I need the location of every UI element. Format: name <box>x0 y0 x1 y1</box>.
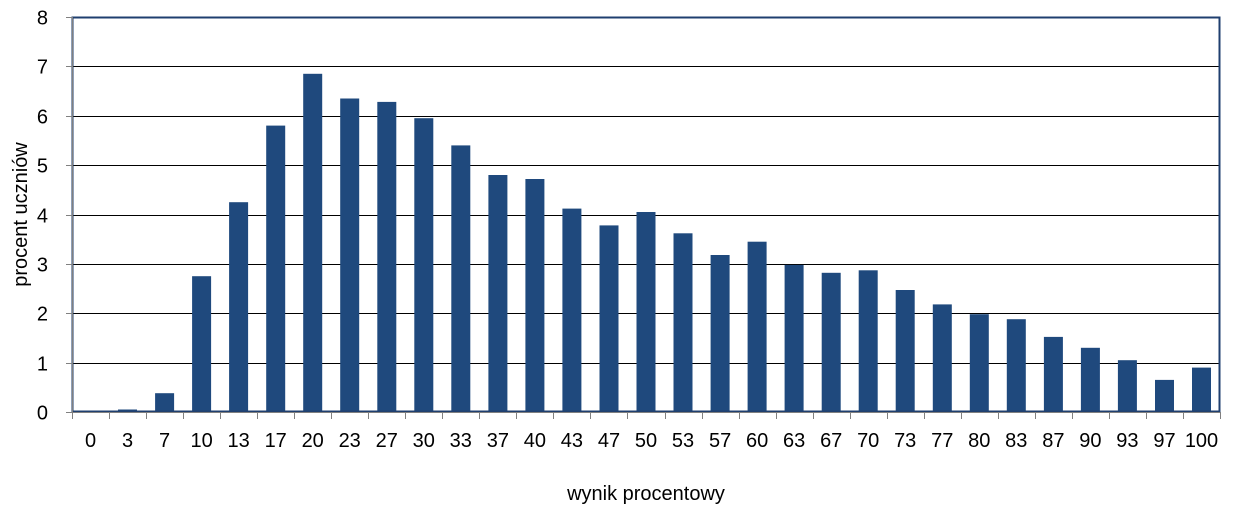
x-tick-label: 50 <box>635 430 657 452</box>
x-tick-label: 3 <box>122 430 133 452</box>
y-tick-label: 3 <box>37 255 48 277</box>
x-tick-label: 23 <box>339 430 361 452</box>
x-tick-label: 37 <box>487 430 509 452</box>
y-axis: 0 1 2 3 4 5 6 7 8 <box>37 8 73 425</box>
x-tick-label: 40 <box>524 430 546 452</box>
bar-97 <box>1155 379 1174 412</box>
x-tick-label: 93 <box>1116 430 1138 452</box>
bar-37 <box>488 175 508 412</box>
y-tick-label: 2 <box>37 304 48 326</box>
y-axis-title: procent uczniów <box>10 142 32 287</box>
x-tick-label: 10 <box>190 430 212 452</box>
bar-87 <box>1043 336 1063 412</box>
x-tick-label: 83 <box>1005 430 1027 452</box>
bar-47 <box>599 225 619 412</box>
x-tick-label: 63 <box>783 430 805 452</box>
x-tick-label: 70 <box>857 430 879 452</box>
bar-93 <box>1117 360 1137 412</box>
y-tick-label: 6 <box>37 107 48 129</box>
bar-33 <box>451 145 471 412</box>
y-tick-label: 4 <box>37 206 48 228</box>
bars <box>118 73 1211 413</box>
x-tick-label: 53 <box>672 430 694 452</box>
x-tick-label: 20 <box>302 430 324 452</box>
x-tick-label: 43 <box>561 430 583 452</box>
bar-90 <box>1080 347 1100 412</box>
x-tick-label: 80 <box>968 430 990 452</box>
x-tick-label: 97 <box>1153 430 1175 452</box>
bar-70 <box>858 270 878 412</box>
bar-60 <box>747 241 767 412</box>
bar-40 <box>525 179 545 412</box>
x-tick-label: 0 <box>85 430 96 452</box>
bar-7 <box>155 393 175 412</box>
x-tick-label: 30 <box>413 430 435 452</box>
bar-43 <box>562 208 582 412</box>
x-tick-label: 60 <box>746 430 768 452</box>
bar-67 <box>821 272 841 412</box>
x-axis-title: wynik procentowy <box>566 483 725 505</box>
x-tick-label: 17 <box>265 430 287 452</box>
bar-73 <box>895 290 915 412</box>
bar-20 <box>303 73 323 413</box>
x-tick-label: 67 <box>820 430 842 452</box>
x-tick-label: 33 <box>450 430 472 452</box>
bar-10 <box>192 276 212 412</box>
x-tick-label: 57 <box>709 430 731 452</box>
y-tick-label: 5 <box>37 156 48 178</box>
x-tick-label: 100 <box>1185 430 1218 452</box>
x-tick-label: 87 <box>1042 430 1064 452</box>
x-tick-label: 27 <box>376 430 398 452</box>
bar-23 <box>340 98 360 412</box>
bar-77 <box>932 304 952 412</box>
x-tick-label: 7 <box>159 430 170 452</box>
x-tick-label: 90 <box>1079 430 1101 452</box>
y-tick-label: 0 <box>37 403 48 425</box>
bar-53 <box>673 233 693 412</box>
y-tick-label: 7 <box>37 57 48 79</box>
y-tick-label: 1 <box>37 354 48 376</box>
bar-17 <box>266 125 286 412</box>
bar-100 <box>1192 367 1211 412</box>
bar-30 <box>414 118 434 412</box>
bar-57 <box>710 255 730 412</box>
x-tick-label: 13 <box>227 430 249 452</box>
x-axis: 0 3 7 10 13 17 20 23 27 30 33 37 40 43 47 50 53 57 60 63 67 7… <box>72 412 1221 452</box>
bar-50 <box>636 212 656 412</box>
bar-63 <box>784 264 804 412</box>
bar-27 <box>377 101 397 413</box>
y-tick-label: 8 <box>37 8 48 30</box>
x-tick-label: 47 <box>598 430 620 452</box>
bar-83 <box>1006 319 1026 412</box>
x-tick-label: 77 <box>931 430 953 452</box>
bar-80 <box>969 314 989 412</box>
x-tick-label: 73 <box>894 430 916 452</box>
bar-13 <box>229 202 249 412</box>
